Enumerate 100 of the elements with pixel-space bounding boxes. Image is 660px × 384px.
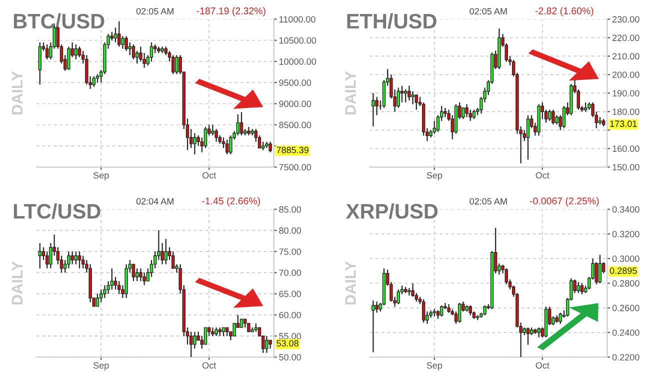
- candlestick: [132, 44, 136, 60]
- y-tick-label: 10500.00: [279, 37, 316, 44]
- y-tick-label: 85.00: [279, 206, 301, 213]
- candlestick: [396, 87, 400, 108]
- text: -2.82 (1.60%): [535, 7, 594, 16]
- y-tick-label: 230.00: [612, 16, 640, 23]
- candlestick: [99, 288, 103, 303]
- candlestick: [247, 126, 250, 136]
- candlestick: [576, 281, 580, 294]
- candlestick: [548, 109, 552, 122]
- y-tick-label: 70.00: [279, 270, 301, 276]
- candlestick: [265, 335, 268, 354]
- text: -187.19 (2.32%): [196, 7, 266, 16]
- candlestick: [38, 42, 42, 86]
- candlestick: [74, 250, 78, 265]
- y-tick-label: 11000.00: [279, 16, 316, 23]
- candlestick: [114, 27, 118, 43]
- candlestick: [175, 54, 178, 75]
- candlestick: [164, 238, 168, 265]
- x-tick-label: Oct: [536, 362, 550, 369]
- candlestick: [45, 44, 49, 60]
- candlestick: [411, 90, 414, 105]
- text: 02:05 AM: [136, 8, 174, 14]
- annotation: 173.01: [610, 120, 637, 127]
- y-tick-label: 60.00: [279, 312, 301, 318]
- x-tick-label: Oct: [202, 362, 216, 369]
- x-tick-label: Oct: [202, 172, 216, 179]
- candlestick: [124, 36, 128, 52]
- candlestick: [225, 139, 229, 155]
- candlestick: [555, 114, 558, 126]
- candlestick: [204, 327, 208, 345]
- y-tick-label: 9500.00: [279, 80, 312, 86]
- candlestick: [121, 36, 124, 50]
- candlestick: [142, 272, 146, 286]
- candlestick: [468, 304, 472, 316]
- candlestick: [78, 250, 82, 269]
- candlestick: [81, 255, 85, 269]
- candlestick: [171, 250, 175, 269]
- y-tick-label: 10000.00: [279, 58, 316, 65]
- chart-title: BTC/USD: [14, 13, 104, 29]
- candlestick: [584, 102, 588, 112]
- text: -0.0067 (2.25%): [530, 197, 599, 206]
- candlestick: [537, 326, 540, 338]
- candlestick: [562, 106, 566, 129]
- y-tick-label: 0.2800: [612, 280, 640, 287]
- candlestick: [465, 104, 468, 118]
- y-tick-label: 200.00: [612, 72, 640, 78]
- candlestick: [458, 302, 462, 324]
- candlestick: [139, 268, 142, 282]
- text: 02:05 AM: [470, 198, 507, 205]
- candlestick: [594, 262, 598, 285]
- text: 02:04 AM: [136, 198, 174, 205]
- candlestick: [214, 128, 218, 142]
- candlestick: [211, 124, 214, 136]
- candlestick: [67, 46, 70, 70]
- y-tick-label: 180.00: [612, 108, 640, 115]
- candlestick: [38, 242, 42, 269]
- annotation: 53.08: [276, 340, 298, 347]
- candlestick: [45, 250, 49, 269]
- candlestick: [372, 92, 375, 127]
- y-tick-label: 80.00: [279, 227, 301, 234]
- candlestick: [70, 250, 74, 265]
- candlestick: [110, 268, 114, 290]
- candlestick: [372, 300, 375, 353]
- candlestick: [408, 288, 411, 296]
- candlestick: [117, 20, 121, 48]
- y-tick-label: 75.00: [279, 248, 301, 255]
- candlestick: [400, 85, 404, 103]
- y-tick-label: 0.3400: [612, 206, 640, 213]
- x-tick-label: Sep: [426, 172, 442, 180]
- x-tick-label: Sep: [426, 362, 442, 370]
- candlestick: [85, 54, 88, 86]
- y-tick-label: 8500.00: [279, 122, 312, 128]
- chart-title: ETH/USD: [347, 13, 436, 29]
- chart-title: XRP/USD: [346, 203, 438, 219]
- candlestick: [375, 96, 378, 116]
- candlestick: [74, 44, 78, 60]
- candlestick: [171, 54, 175, 75]
- candlestick: [580, 282, 584, 295]
- chart-title: LTC/USD: [14, 203, 100, 219]
- candlestick: [229, 134, 232, 155]
- y-tick-label: 0.3200: [612, 230, 640, 238]
- candlestick: [472, 109, 476, 120]
- candlestick: [414, 94, 418, 110]
- annotation: 0.2895: [610, 268, 637, 274]
- candlestick: [236, 114, 240, 136]
- candlestick: [150, 42, 154, 62]
- candlestick: [526, 114, 530, 160]
- candlestick: [444, 107, 447, 118]
- y-tick-label: 150.00: [612, 164, 640, 170]
- candlestick: [204, 126, 208, 149]
- x-tick-label: Sep: [93, 362, 109, 370]
- y-tick-label: 0.2400: [612, 329, 640, 336]
- y-tick-label: 210.00: [612, 53, 640, 60]
- x-tick-label: Sep: [93, 172, 109, 180]
- candlestick: [440, 304, 444, 318]
- y-tick-label: 7500.00: [279, 164, 312, 170]
- candlestick: [411, 282, 414, 298]
- annotation: 7885.39: [276, 146, 308, 154]
- candlestick: [103, 284, 106, 299]
